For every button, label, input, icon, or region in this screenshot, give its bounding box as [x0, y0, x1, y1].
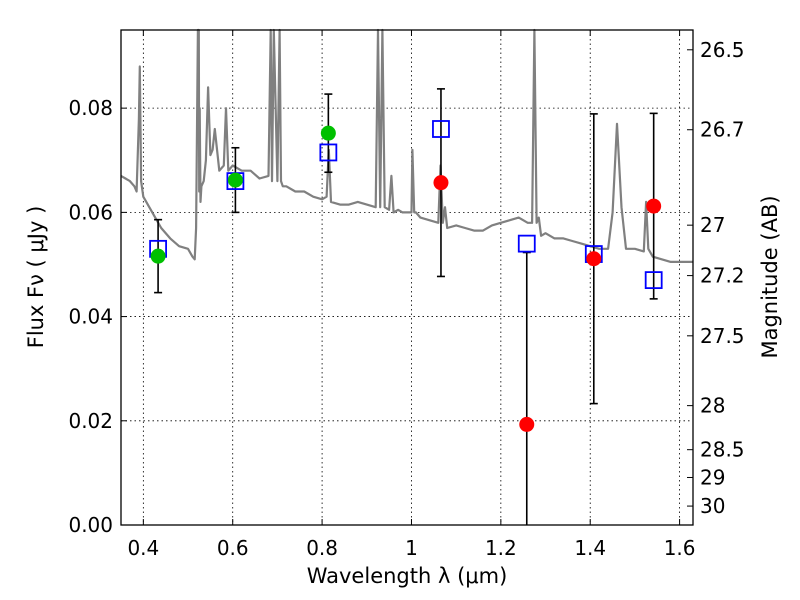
y-tick-label: 0.08: [68, 96, 113, 120]
y-axis-title: Flux Fν ( μJy ): [24, 206, 48, 349]
observed-flux-point: [519, 416, 535, 432]
spectrum-group: [120, 28, 693, 263]
observed-flux-point: [227, 172, 243, 188]
y2-tick-label: 27: [700, 213, 725, 237]
points-group: [149, 88, 663, 525]
y2-tick-label: 30: [700, 494, 725, 518]
y2-tick-label: 28.5: [700, 438, 745, 462]
y-tick-label: 0.04: [68, 305, 113, 329]
y2-axis: 26.5 26.7 27 27.2 27.5 28 28.5 29 30: [687, 38, 745, 518]
model-photometry-point: [432, 120, 450, 138]
spectrum-line: [120, 28, 693, 263]
x-tick-label: 1.4: [574, 536, 606, 560]
model-photometry-point: [319, 143, 338, 162]
x-axis: 0.4 0.6 0.8 1 1.2 1.4 1.6: [127, 30, 696, 560]
x-axis-title: Wavelength λ (μm): [307, 564, 508, 588]
x-tick-label: 0.4: [127, 536, 159, 560]
grid: [121, 30, 693, 525]
observed-flux-point: [646, 198, 662, 214]
x-tick-label: 0.8: [306, 536, 338, 560]
x-tick-label: 1.2: [485, 536, 517, 560]
y-tick-label: 0.02: [68, 409, 113, 433]
observed-flux-point: [320, 125, 336, 141]
observed-flux-point: [150, 248, 166, 264]
y2-tick-label: 27.5: [700, 324, 745, 348]
y-axis: 0.00 0.02 0.04 0.06 0.08: [68, 96, 127, 537]
x-tick-label: 1: [405, 536, 418, 560]
x-tick-label: 1.6: [664, 536, 696, 560]
model-photometry-point: [517, 234, 536, 253]
observed-flux-point: [433, 175, 449, 191]
y2-tick-label: 29: [700, 465, 725, 489]
y2-tick-label: 27.2: [700, 264, 745, 288]
y2-tick-label: 28: [700, 394, 725, 418]
y-tick-label: 0.06: [68, 200, 113, 224]
model-photometry-point: [644, 271, 663, 290]
y-tick-label: 0.00: [68, 513, 113, 537]
y2-tick-label: 26.7: [700, 118, 745, 142]
y2-tick-label: 26.5: [700, 38, 745, 62]
x-tick-label: 0.6: [217, 536, 249, 560]
observed-flux-point: [586, 251, 602, 267]
y2-axis-title: Magnitude (AB): [758, 195, 782, 358]
plot-frame: [120, 29, 694, 526]
